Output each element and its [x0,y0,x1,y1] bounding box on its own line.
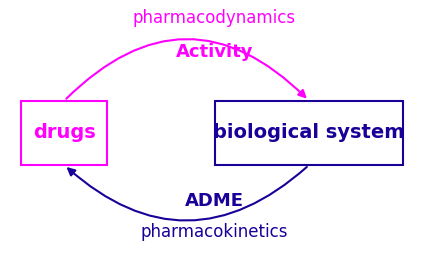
Text: ADME: ADME [185,192,244,210]
Text: biological system: biological system [213,123,405,142]
Text: pharmacokinetics: pharmacokinetics [141,223,288,241]
Text: drugs: drugs [33,123,96,142]
FancyBboxPatch shape [21,101,107,165]
Text: Activity: Activity [176,43,253,61]
FancyBboxPatch shape [214,101,403,165]
Text: pharmacodynamics: pharmacodynamics [133,9,296,27]
